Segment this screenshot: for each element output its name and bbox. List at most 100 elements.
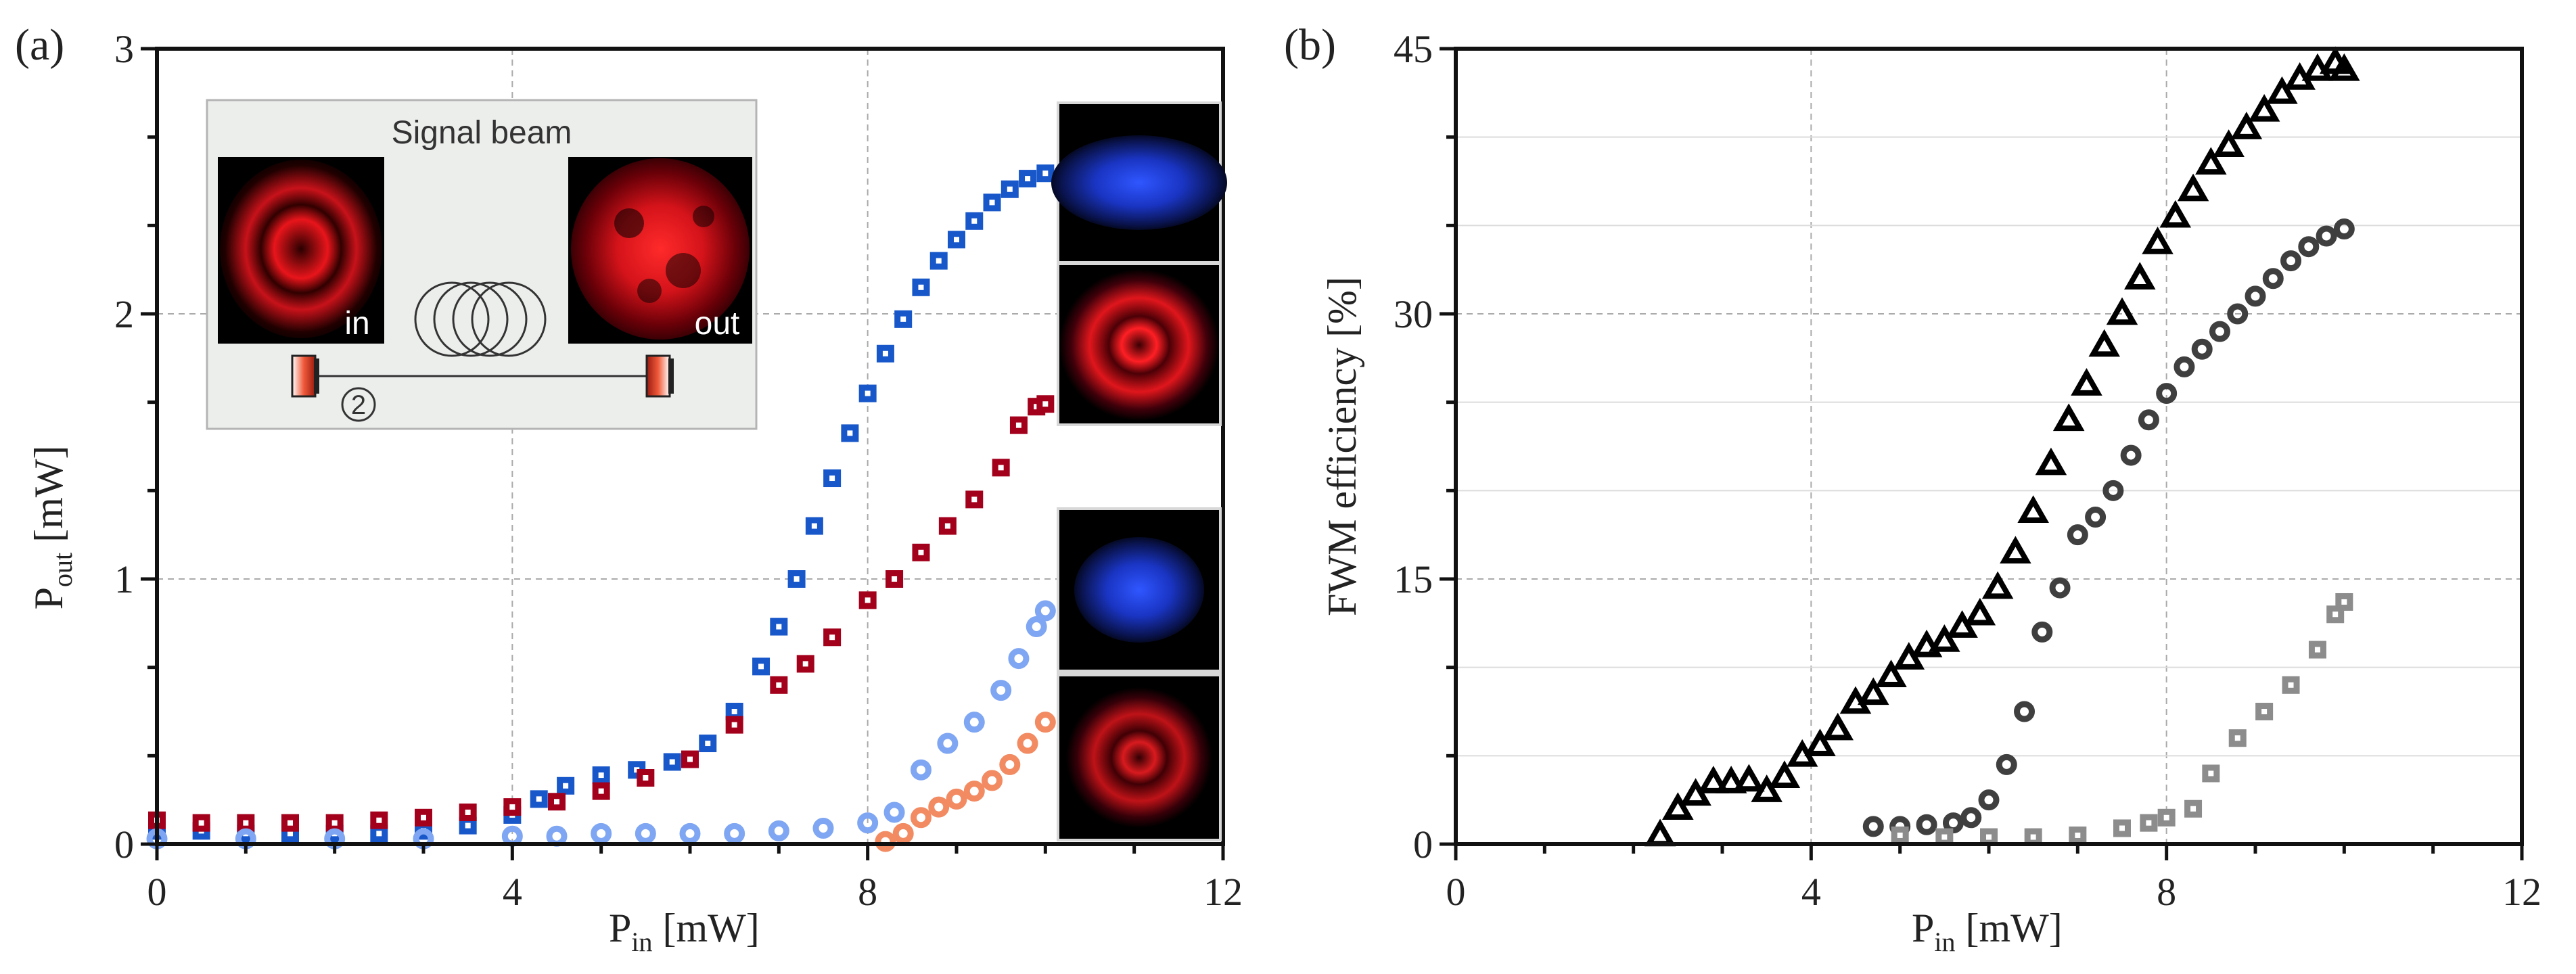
data-point [1822,712,1854,741]
data-point [501,825,523,847]
data-point [1942,812,1964,834]
data-point-center [954,237,959,243]
data-point [724,822,745,844]
x-tick-label: 4 [1801,870,1821,914]
x-tick-label: 0 [1446,870,1466,914]
data-point-center [687,756,693,762]
data-point-center [563,783,569,789]
fiber-number-badge: 2 [341,387,376,422]
data-point [1916,814,1937,835]
data-point [2333,218,2355,240]
data-point [2298,236,2320,258]
data-point [635,822,656,844]
data-point [875,831,896,852]
data-point [1662,792,1694,820]
data-point [1996,753,2017,775]
data-point [2266,76,2298,104]
data-point [1644,818,1676,847]
y-tick-label: 3 [114,27,134,71]
data-point-center [829,634,835,641]
red-beam-image-2 [1059,676,1219,839]
series-dark-gray-circles [1862,218,2355,837]
data-point-center [2146,820,2152,826]
data-point-center [554,799,559,805]
data-point [2230,112,2263,139]
data-point-center [776,682,782,688]
data-point-center [971,218,978,224]
data-point [2106,297,2138,325]
blue-beam-image-2 [1059,510,1219,670]
data-point [999,753,1021,775]
panel-a-xlabel-sub: in [631,927,652,957]
data-point [2049,577,2071,599]
data-point [1964,597,1996,626]
data-point [2067,524,2088,546]
panel-b-y-axis-title: FWM efficiency [%] [1320,277,1364,616]
panel-b-ticks: 0 4 8 12 0 15 30 45 [1394,27,2542,914]
data-point [2052,403,2085,432]
data-point-center [634,767,640,773]
data-point [857,812,879,834]
data-point-center [865,597,871,603]
data-point [2085,507,2107,528]
data-point [946,788,967,810]
data-point [1910,629,1943,657]
data-point [1804,728,1836,756]
y-tick-label: 0 [1413,822,1433,866]
panel-b-grid [1456,49,2522,844]
data-point-center [2332,611,2339,618]
data-point-center [892,576,898,582]
data-point-center [536,796,542,802]
data-point-center [944,523,950,529]
data-point [1751,774,1782,802]
data-point [2088,329,2121,357]
data-point [2159,200,2192,228]
data-point [2071,368,2102,396]
panel-a-xlabel-unit: [mW] [653,906,760,950]
data-point [2031,621,2053,643]
y-tick-label: 2 [114,292,134,336]
input-beam-image: in [218,157,384,344]
data-point-center [847,430,853,436]
panel-a-y-axis-title: Pout [mW] [26,446,78,610]
left-laser-icon [291,354,319,398]
data-point-center [198,820,204,826]
data-point-center [2341,599,2347,605]
x-tick-label: 12 [2502,870,2542,914]
data-point [2138,409,2159,431]
data-point-center [243,820,249,826]
data-point-center [465,822,471,829]
data-point [883,802,905,823]
data-point-center [776,624,782,630]
data-point-center [918,284,924,290]
data-point-center [598,772,604,779]
inset-title: Signal beam [392,115,572,151]
data-point-center [669,759,675,765]
data-point [1978,789,2000,811]
panel-b-label: (b) [1284,20,1336,70]
data-point-center [2261,709,2268,714]
data-point-center [802,661,808,667]
input-beam-label: in [344,306,369,342]
data-point-center [598,788,604,794]
data-point [2120,444,2142,466]
data-point-center [1015,422,1021,428]
x-tick-label: 4 [503,870,522,914]
x-tick-label: 0 [147,870,167,914]
data-point [1733,764,1765,792]
data-point-center [465,809,471,815]
data-point [2142,227,2174,254]
x-tick-label: 12 [1203,870,1243,914]
y-tick-label: 15 [1394,557,1433,601]
data-point-center [882,350,888,356]
data-point-center [1941,834,1948,840]
data-point-center [811,523,817,529]
mode-images-top [1051,101,1227,426]
data-point [937,733,959,754]
data-point [2262,268,2284,289]
data-point [2174,356,2195,377]
output-beam-image: out [568,157,752,344]
